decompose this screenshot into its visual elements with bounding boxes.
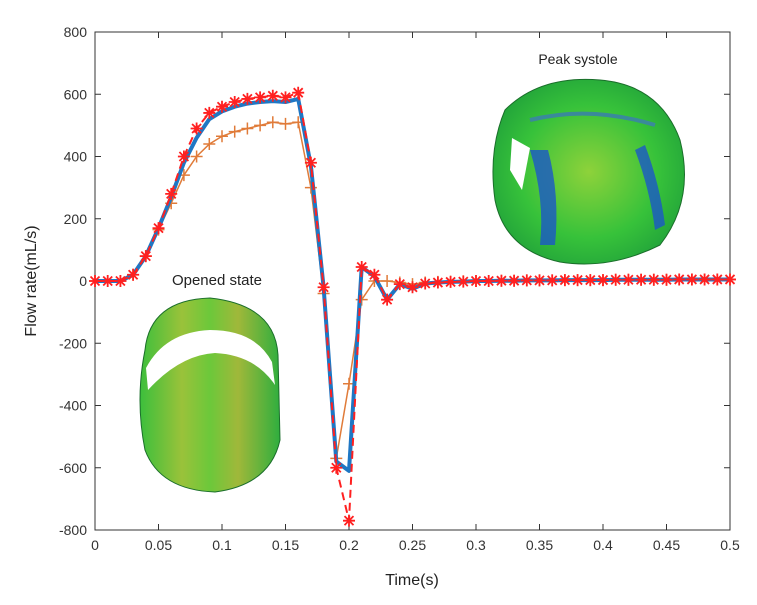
data-point-star <box>381 293 394 306</box>
x-tick-label: 0.3 <box>466 537 486 553</box>
data-point-star <box>127 268 140 281</box>
data-point-star <box>520 274 533 287</box>
data-point-star <box>685 273 698 286</box>
data-point-plus <box>266 116 279 129</box>
data-point-star <box>355 260 368 273</box>
data-point-plus <box>381 275 394 287</box>
data-point-star <box>368 268 381 281</box>
peak-systole-valve-image <box>492 78 685 265</box>
data-point-star <box>584 274 597 287</box>
x-tick-label: 0.5 <box>720 537 740 553</box>
y-tick-label: -400 <box>59 398 87 414</box>
y-tick-label: 800 <box>64 24 88 40</box>
data-point-star <box>622 273 635 286</box>
y-tick-label: 0 <box>79 273 87 289</box>
data-point-star <box>431 276 444 289</box>
annotation-peak-systole: Peak systole <box>538 51 618 67</box>
data-point-star <box>343 514 355 527</box>
y-tick-label: -600 <box>59 460 87 476</box>
y-tick-label: 600 <box>64 86 88 102</box>
data-point-plus <box>279 117 292 130</box>
data-point-plus <box>228 125 241 138</box>
data-point-star <box>152 222 165 235</box>
data-point-star <box>571 274 584 287</box>
data-point-star <box>673 273 686 286</box>
data-point-star <box>635 273 648 286</box>
data-point-star <box>304 156 317 169</box>
data-point-star <box>533 274 546 287</box>
x-tick-label: 0.15 <box>272 537 299 553</box>
data-point-star <box>228 96 241 109</box>
x-tick-label: 0 <box>91 537 99 553</box>
data-point-star <box>393 278 406 291</box>
data-point-star <box>698 273 711 286</box>
y-tick-label: -800 <box>59 522 87 538</box>
y-tick-label: 400 <box>64 149 88 165</box>
data-point-star <box>711 273 724 286</box>
y-tick-label: -200 <box>59 335 87 351</box>
data-point-star <box>457 275 470 288</box>
data-point-star <box>292 86 305 99</box>
data-point-star <box>482 275 495 287</box>
data-point-star <box>660 273 673 286</box>
data-point-star <box>724 273 736 286</box>
x-tick-label: 0.05 <box>145 537 172 553</box>
data-point-plus <box>241 122 254 135</box>
x-tick-label: 0.25 <box>399 537 426 553</box>
data-point-star <box>266 89 279 102</box>
x-tick-label: 0.1 <box>212 537 232 553</box>
data-point-star <box>177 150 190 163</box>
data-point-plus <box>203 138 216 151</box>
data-point-plus <box>216 130 228 143</box>
x-tick-label: 0.45 <box>653 537 680 553</box>
series-dashed-star <box>89 86 736 527</box>
opened-state-valve-image <box>139 297 281 493</box>
data-point-star <box>89 275 101 287</box>
annotation-opened-state: Opened state <box>172 272 262 289</box>
data-point-star <box>470 275 482 287</box>
data-point-star <box>190 122 203 135</box>
data-point-star <box>647 273 660 286</box>
data-point-plus <box>190 150 203 163</box>
x-tick-label: 0.4 <box>593 537 613 553</box>
data-point-star <box>406 281 419 294</box>
data-point-star <box>597 274 609 287</box>
data-point-star <box>165 187 178 200</box>
x-tick-label: 0.35 <box>526 537 553 553</box>
data-point-star <box>558 274 571 287</box>
data-point-star <box>317 281 330 294</box>
data-point-star <box>546 274 559 287</box>
data-point-plus <box>254 119 267 132</box>
axes: 0 0.05 0.1 0.15 0.2 0.25 0.3 0.35 0.4 0.45 0.5 800 6… <box>59 24 740 553</box>
data-point-star <box>508 274 521 287</box>
data-point-star <box>101 275 114 287</box>
data-point-star <box>241 92 254 105</box>
data-point-star <box>444 275 457 288</box>
data-point-star <box>419 277 432 290</box>
data-point-star <box>279 91 292 104</box>
data-point-star <box>330 461 343 474</box>
data-point-star <box>139 250 152 263</box>
x-tick-label: 0.2 <box>339 537 359 553</box>
y-tick-label: 200 <box>64 211 88 227</box>
data-point-star <box>609 273 622 286</box>
data-point-star <box>216 100 228 113</box>
data-point-star <box>495 274 508 287</box>
data-point-star <box>254 91 267 104</box>
data-point-star <box>203 106 216 119</box>
x-axis-label: Time(s) <box>385 572 439 589</box>
data-point-star <box>114 275 127 287</box>
y-axis-label: Flow rate(mL/s) <box>23 225 40 336</box>
